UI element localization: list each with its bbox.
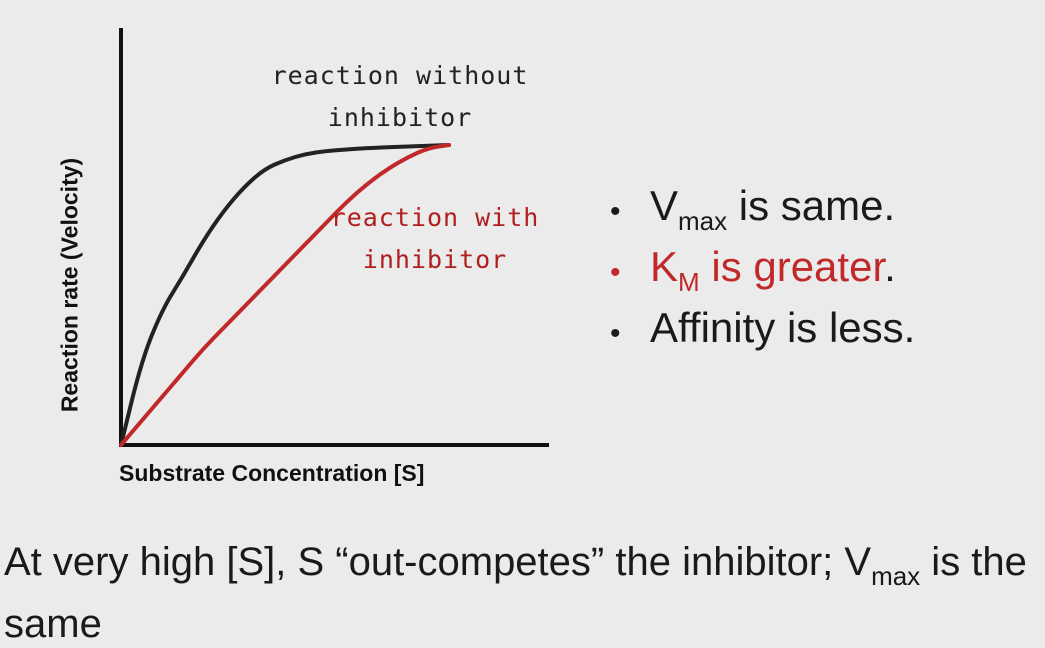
y-axis-title: Reaction rate (Velocity) <box>56 157 83 413</box>
label-with-line1: reaction with <box>330 203 540 232</box>
km-symbol: K <box>650 243 679 290</box>
label-without-line1: reaction without <box>271 61 529 90</box>
km-text: is greater <box>699 243 885 290</box>
curve-without-inhibitor <box>119 143 451 447</box>
curve-with-inhibitor <box>119 143 451 447</box>
label-without-inhibitor: reaction without inhibitor <box>265 55 535 139</box>
bullet-list: Vmax is same. KM is greater. Affinity is… <box>605 182 915 365</box>
vmax-subscript: max <box>678 206 728 236</box>
caption: At very high [S], S “out-competes” the i… <box>4 538 1034 648</box>
km-period: . <box>884 243 896 290</box>
label-without-line2: inhibitor <box>327 103 473 132</box>
series-layer <box>119 143 451 447</box>
label-with-inhibitor: reaction with inhibitor <box>325 197 545 281</box>
km-subscript: M <box>678 267 700 297</box>
affinity-text: Affinity is less. <box>650 304 916 351</box>
caption-subscript: max <box>871 561 921 591</box>
bullet-vmax: Vmax is same. <box>605 182 915 243</box>
x-axis-title: Substrate Concentration [S] <box>119 460 425 486</box>
bullet-km: KM is greater. <box>605 243 915 304</box>
caption-text: At very high [S], S “out-competes” the i… <box>4 540 872 584</box>
velocity-chart <box>119 28 549 447</box>
bullet-affinity: Affinity is less. <box>605 304 915 365</box>
vmax-text: is same. <box>727 182 896 229</box>
vmax-symbol: V <box>650 182 679 229</box>
label-with-line2: inhibitor <box>362 245 508 274</box>
